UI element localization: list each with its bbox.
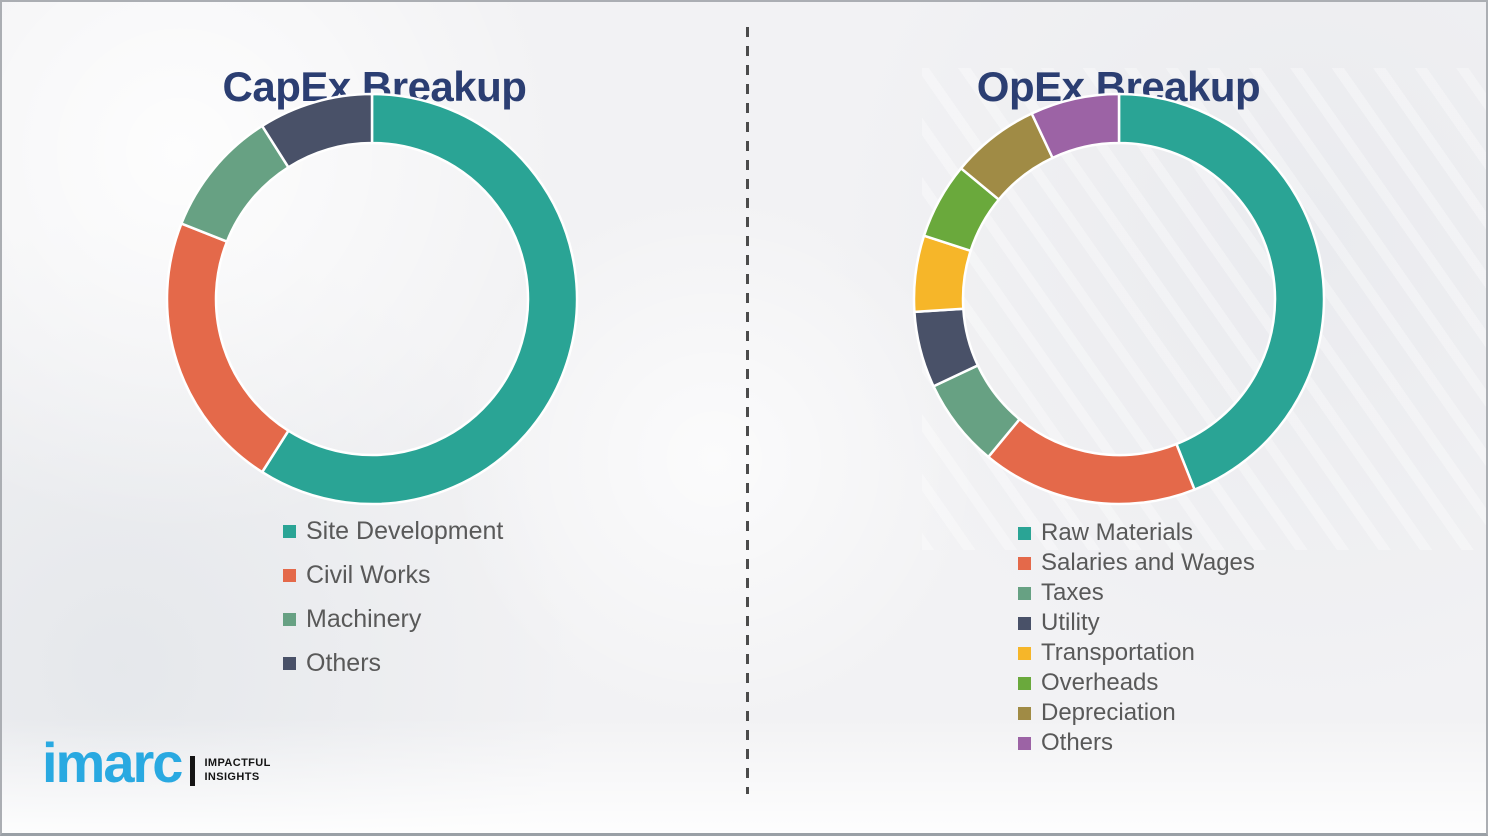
donut-segment-raw-materials: [1117, 92, 1326, 492]
imarc-logo-tagline-line2: INSIGHTS: [204, 771, 260, 783]
imarc-logo-separator-bar: [190, 756, 196, 786]
imarc-logo-tagline: IMPACTFUL INSIGHTS: [204, 756, 270, 784]
imarc-logo: imarc IMPACTFUL INSIGHTS: [42, 732, 271, 794]
donut-segment-civil-works: [165, 221, 291, 474]
legend-swatch: [283, 656, 296, 670]
opex-donut-chart: [912, 92, 1326, 506]
legend-item: Machinery: [283, 597, 503, 641]
capex-legend: Site Development Civil Works Machinery O…: [283, 509, 503, 685]
legend-label: Overheads: [1041, 669, 1159, 696]
legend-swatch: [1018, 526, 1031, 540]
legend-item: Others: [283, 641, 503, 685]
donut-segment-site-development: [260, 92, 579, 506]
legend-item: Transportation: [1018, 638, 1255, 668]
legend-item: Depreciation: [1018, 698, 1255, 728]
legend-swatch: [1018, 586, 1031, 600]
legend-label: Others: [1041, 729, 1114, 756]
legend-swatch: [1018, 706, 1031, 720]
legend-swatch: [1018, 646, 1031, 660]
legend-swatch: [1018, 676, 1031, 690]
donut-segment-others: [260, 92, 374, 170]
donut-segment-others: [1030, 92, 1121, 160]
legend-swatch: [1018, 556, 1031, 570]
legend-label: Site Development: [306, 516, 504, 545]
legend-label: Transportation: [1041, 639, 1195, 666]
legend-swatch: [1018, 736, 1031, 750]
legend-item: Civil Works: [283, 553, 503, 597]
dashed-divider-line: [746, 27, 749, 794]
legend-item: Taxes: [1018, 578, 1255, 608]
capex-donut-chart: [165, 92, 579, 506]
legend-item: Site Development: [283, 509, 503, 553]
imarc-logo-tagline-line1: IMPACTFUL: [204, 757, 271, 769]
imarc-logo-wordmark: imarc: [42, 731, 183, 794]
legend-item: Raw Materials: [1018, 518, 1255, 548]
legend-item: Salaries and Wages: [1018, 548, 1255, 578]
legend-label: Raw Materials: [1041, 519, 1194, 546]
legend-label: Depreciation: [1041, 699, 1176, 726]
opex-legend: Raw Materials Salaries and Wages Taxes U…: [1018, 518, 1255, 758]
legend-swatch: [1018, 616, 1031, 630]
legend-label: Salaries and Wages: [1041, 549, 1255, 576]
legend-swatch: [283, 524, 296, 538]
legend-label: Others: [306, 648, 382, 677]
legend-item: Overheads: [1018, 668, 1255, 698]
legend-item: Others: [1018, 728, 1255, 758]
legend-label: Utility: [1041, 609, 1100, 636]
legend-label: Machinery: [306, 604, 422, 633]
legend-item: Utility: [1018, 608, 1255, 638]
legend-label: Civil Works: [306, 560, 431, 589]
legend-label: Taxes: [1041, 579, 1104, 606]
donut-segment-salaries-and-wages: [986, 417, 1197, 506]
legend-swatch: [283, 568, 296, 582]
legend-swatch: [283, 612, 296, 626]
